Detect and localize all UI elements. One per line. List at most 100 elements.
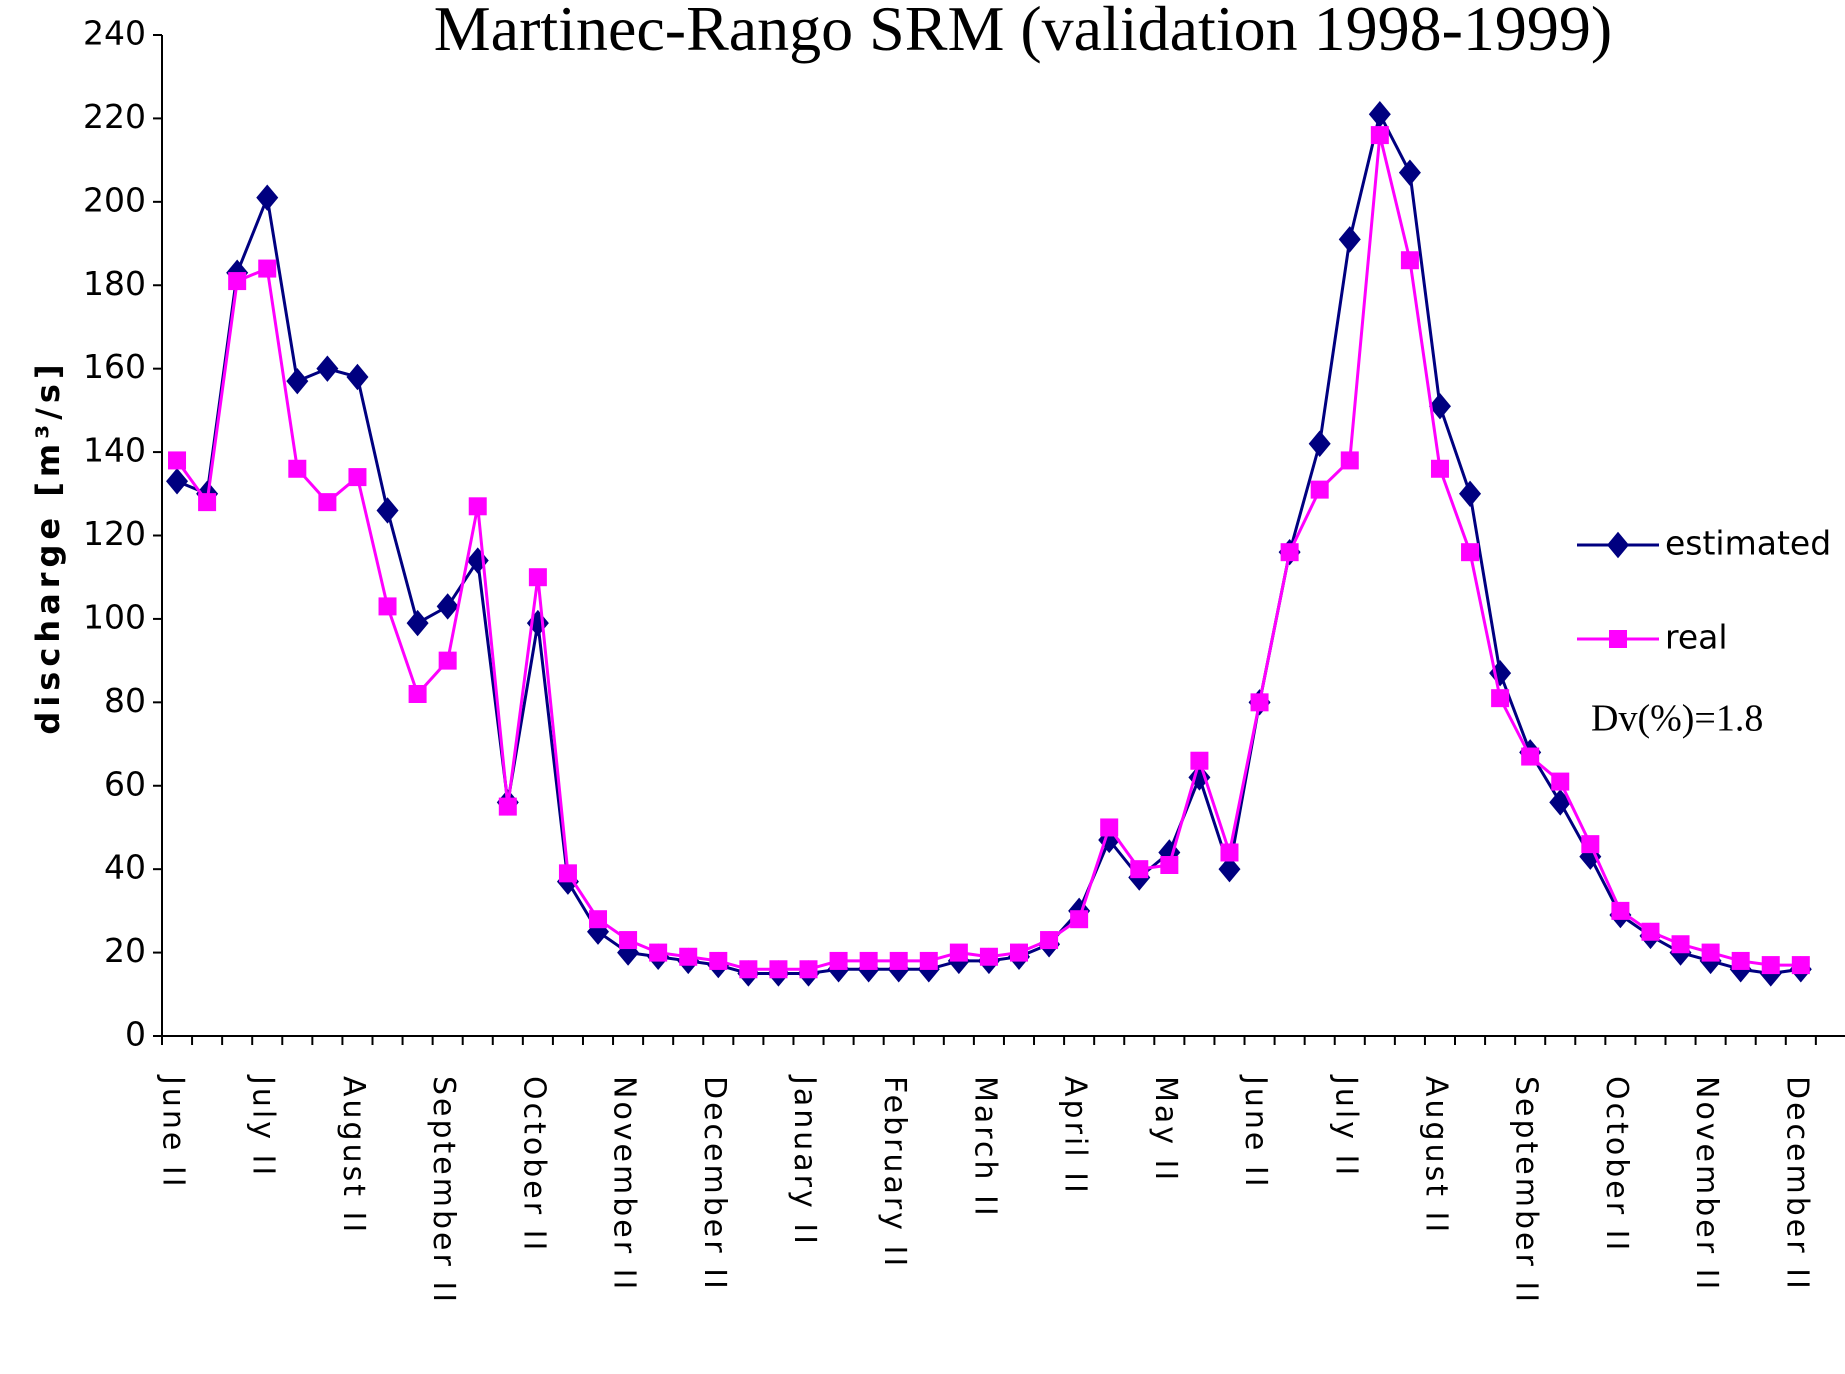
point xyxy=(1581,835,1600,854)
point xyxy=(1100,818,1119,837)
point xyxy=(1040,931,1059,950)
x-tick-label: December II xyxy=(697,1076,732,1292)
point xyxy=(288,459,307,478)
point xyxy=(318,493,337,512)
y-tick-label: 20 xyxy=(104,931,146,970)
point xyxy=(1190,751,1209,770)
point xyxy=(258,259,277,278)
point xyxy=(166,468,189,495)
point xyxy=(436,593,459,620)
point xyxy=(1671,935,1690,954)
point xyxy=(1250,693,1269,712)
legend-label: real xyxy=(1665,618,1728,657)
point xyxy=(1551,772,1570,791)
point xyxy=(1701,943,1720,962)
point xyxy=(1611,901,1630,920)
point xyxy=(799,960,818,979)
point xyxy=(1761,956,1780,975)
x-tick-label: March II xyxy=(967,1076,1002,1219)
x-tick-label: November II xyxy=(1689,1076,1724,1292)
x-tick-label: June II xyxy=(1238,1074,1273,1190)
x-tick-label: January II xyxy=(787,1074,822,1247)
y-tick-label: 180 xyxy=(83,264,146,303)
x-tick-label: July II xyxy=(1328,1074,1363,1178)
y-axis-label: discharge [m³/s] xyxy=(29,359,67,734)
point xyxy=(1791,956,1810,975)
point xyxy=(558,864,577,883)
point xyxy=(739,960,758,979)
y-tick-label: 220 xyxy=(83,97,146,136)
chart-title: Martinec-Rango SRM (validation 1998-1999… xyxy=(434,0,1612,64)
point xyxy=(1370,126,1389,145)
point xyxy=(709,951,728,970)
point xyxy=(979,947,998,966)
series-line xyxy=(175,134,1801,971)
x-tick-label: October II xyxy=(1599,1076,1634,1253)
point xyxy=(348,468,367,487)
series-line xyxy=(176,109,1802,975)
x-tick-label: May II xyxy=(1148,1076,1183,1183)
y-tick-label: 0 xyxy=(125,1015,146,1054)
point xyxy=(589,910,608,929)
point xyxy=(1308,430,1331,457)
annotation: Dv(%)=1.8 xyxy=(1591,698,1763,740)
point xyxy=(949,943,968,962)
point xyxy=(256,184,279,211)
point xyxy=(1340,451,1359,470)
point xyxy=(1400,251,1419,270)
point xyxy=(198,493,217,512)
point xyxy=(1218,855,1241,883)
point xyxy=(1491,689,1510,708)
legend-marker xyxy=(1607,531,1629,559)
y-tick-label: 40 xyxy=(104,848,146,887)
point xyxy=(1368,101,1391,128)
y-tick-label: 100 xyxy=(83,597,146,636)
x-tick-label: August II xyxy=(336,1076,371,1235)
point xyxy=(769,960,788,979)
y-tick-label: 200 xyxy=(83,180,146,219)
point xyxy=(438,651,457,670)
x-tick-label: December II xyxy=(1779,1076,1814,1292)
point xyxy=(1070,910,1089,929)
point xyxy=(346,363,369,391)
point xyxy=(859,951,878,970)
point xyxy=(649,943,668,962)
x-tick-label: September II xyxy=(1509,1076,1544,1305)
point xyxy=(1158,839,1181,866)
point xyxy=(1549,789,1572,816)
point xyxy=(1430,459,1449,478)
point xyxy=(316,355,339,382)
point xyxy=(376,497,399,524)
x-tick-label: August II xyxy=(1418,1076,1453,1235)
point xyxy=(1459,480,1482,507)
point xyxy=(168,451,187,470)
point xyxy=(1220,843,1239,862)
point xyxy=(1641,922,1660,941)
x-tick-label: February II xyxy=(877,1076,912,1269)
point xyxy=(408,684,427,703)
point xyxy=(1130,860,1149,879)
point xyxy=(528,568,547,587)
point xyxy=(228,272,247,291)
point xyxy=(1338,226,1361,253)
y-tick-label: 160 xyxy=(83,347,146,386)
point xyxy=(889,951,908,970)
x-tick-label: July II xyxy=(246,1074,281,1178)
point xyxy=(378,597,397,616)
point xyxy=(286,367,309,395)
point xyxy=(679,947,698,966)
point xyxy=(498,797,517,816)
point xyxy=(1731,951,1750,970)
x-tick-label: November II xyxy=(607,1076,642,1292)
point xyxy=(1461,543,1480,562)
point xyxy=(1280,543,1299,562)
point xyxy=(1489,659,1512,687)
point xyxy=(1310,480,1329,499)
y-tick-label: 80 xyxy=(104,681,146,720)
point xyxy=(619,931,638,950)
x-tick-label: October II xyxy=(516,1076,551,1253)
y-tick-label: 240 xyxy=(83,14,146,53)
point xyxy=(1160,855,1179,874)
legend-label: estimated xyxy=(1665,524,1831,563)
